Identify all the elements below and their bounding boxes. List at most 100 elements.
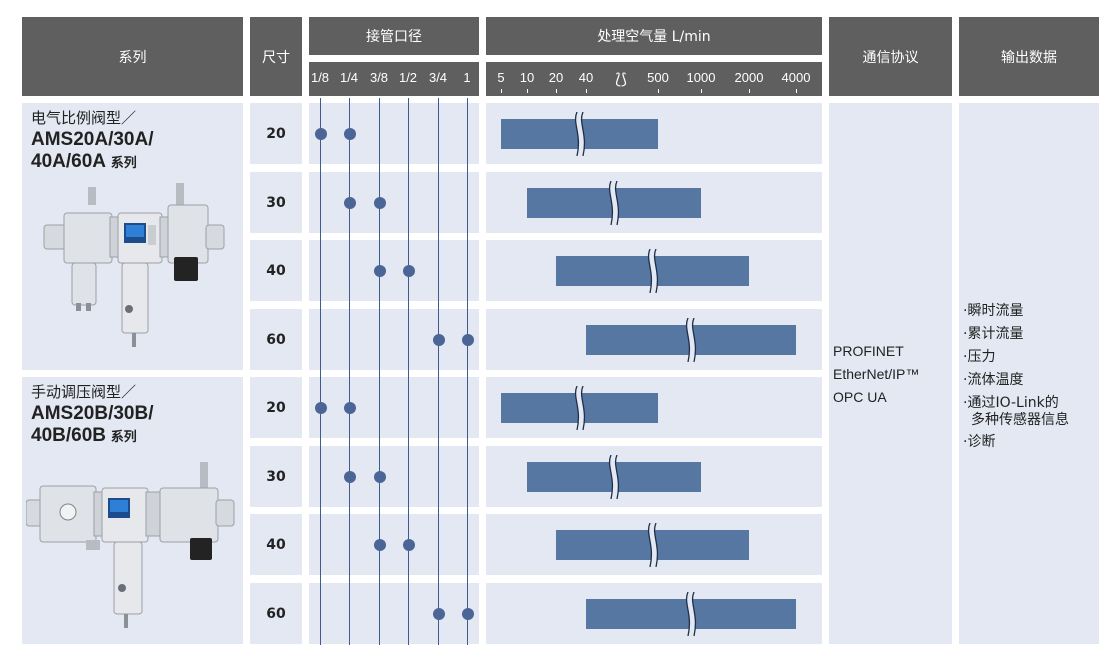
protocol-list: PROFINET EtherNet/IP™ OPC UA [833, 340, 919, 409]
size-cell: 30 [250, 446, 302, 507]
flow-tick-label: 1000 [686, 70, 716, 85]
port-dot [402, 264, 415, 277]
series-title-b: 手动调压阀型／ AMS20B/30B/ 40B/60B 系列 [31, 381, 154, 449]
product-image-manual-valve [26, 462, 235, 628]
flow-break-icon: ⟅⟆ [615, 71, 627, 88]
bar-break-icon [608, 454, 620, 499]
header-port-label: 接管口径 [366, 29, 422, 45]
flow-tick-label: 20 [548, 70, 564, 85]
flow-tick-mark [501, 89, 502, 93]
bullet: · [963, 303, 968, 319]
port-cell [309, 172, 479, 233]
port-tick-label: 3/8 [369, 70, 389, 85]
port-dot [461, 333, 474, 346]
flow-tick-mark [749, 89, 750, 93]
port-column-line [349, 98, 350, 645]
port-tick-label: 1/4 [339, 70, 359, 85]
header-series-label: 系列 [118, 49, 147, 66]
series-title-a: 电气比例阀型／ AMS20A/30A/ 40A/60A 系列 [31, 107, 154, 175]
port-dot [343, 127, 356, 140]
port-column-line [379, 98, 380, 645]
port-tick-label: 1/2 [398, 70, 418, 85]
size-cell: 60 [250, 309, 302, 370]
output-item: ·瞬时流量 [963, 300, 1069, 323]
series-code-b-line2: 40B/60B [31, 425, 106, 446]
output-cell [959, 103, 1099, 644]
header-size-label: 尺寸 [262, 49, 290, 66]
size-cell: 60 [250, 583, 302, 644]
port-tick-label: 1/8 [310, 70, 330, 85]
size-cell: 30 [250, 172, 302, 233]
protocol-cell [829, 103, 952, 644]
port-dot [314, 401, 327, 414]
port-cell [309, 583, 479, 644]
series-code-a-line2: 40A/60A [31, 151, 106, 172]
port-column-line [408, 98, 409, 645]
port-tick-label: 3/4 [428, 70, 448, 85]
port-dot [432, 607, 445, 620]
port-dot [373, 196, 386, 209]
product-image-electric-valve [43, 183, 225, 347]
protocol-item: OPC UA [833, 389, 887, 405]
header-size: 尺寸 [250, 17, 302, 96]
header-flow: 处理空气量 L/min [486, 17, 822, 55]
protocol-item: PROFINET [833, 343, 904, 359]
port-cell [309, 309, 479, 370]
output-item-text: 压力 [967, 349, 996, 365]
port-dot [461, 607, 474, 620]
output-item-text: 诊断 [967, 434, 996, 450]
flow-tick-label: 5 [497, 70, 505, 85]
header-protocol-label: 通信协议 [862, 49, 919, 66]
port-column-line [320, 98, 321, 645]
port-dot [343, 401, 356, 414]
bar-break-icon [608, 180, 620, 225]
header-output: 输出数据 [959, 17, 1099, 96]
header-port: 接管口径 [309, 17, 479, 55]
bullet: · [963, 372, 968, 388]
protocol-item: EtherNet/IP™ [833, 366, 920, 382]
flow-tick-mark [556, 89, 557, 93]
port-dot [373, 470, 386, 483]
size-cell: 40 [250, 240, 302, 301]
output-item-text: 累计流量 [967, 326, 1024, 342]
series-suffix-b: 系列 [110, 430, 137, 445]
header-flow-label: 处理空气量 L/min [597, 29, 711, 45]
output-item-text: 通过IO-Link的 [967, 395, 1059, 411]
bar-break-icon [685, 591, 697, 636]
port-dot [314, 127, 327, 140]
port-cell [309, 103, 479, 164]
flow-tick-label: 4000 [781, 70, 811, 85]
header-flow-scale [486, 62, 822, 96]
bar-break-icon [647, 248, 659, 293]
header-protocol: 通信协议 [829, 17, 952, 96]
header-output-label: 输出数据 [1001, 49, 1057, 66]
output-list: ·瞬时流量 ·累计流量 ·压力 ·流体温度 ·通过IO-Link的 多种传感器信… [963, 300, 1069, 454]
flow-tick-label: 2000 [734, 70, 764, 85]
output-item-text: 瞬时流量 [967, 303, 1024, 319]
flow-tick-label: 10 [519, 70, 535, 85]
bullet: · [963, 395, 968, 411]
flow-tick-mark [796, 89, 797, 93]
port-dot [402, 538, 415, 551]
output-item: ·压力 [963, 346, 1069, 369]
port-column-line [438, 98, 439, 645]
series-title-b-text: 手动调压阀型／ [31, 383, 137, 401]
bar-break-icon [647, 522, 659, 567]
bullet: · [963, 434, 968, 450]
output-item-continuation: 多种传感器信息 [971, 412, 1069, 428]
bar-break-icon [685, 317, 697, 362]
size-cell: 40 [250, 514, 302, 575]
port-dot [432, 333, 445, 346]
header-port-scale [309, 62, 479, 96]
output-item-text: 流体温度 [967, 372, 1024, 388]
port-dot [373, 538, 386, 551]
port-dot [373, 264, 386, 277]
bullet: · [963, 326, 968, 342]
series-code-a-line1: AMS20A/30A/ [31, 129, 154, 150]
header-series: 系列 [22, 17, 243, 96]
port-dot [343, 196, 356, 209]
flow-tick-mark [527, 89, 528, 93]
output-item: ·诊断 [963, 431, 1069, 454]
bar-break-icon [574, 111, 586, 156]
port-column-line [467, 98, 468, 645]
